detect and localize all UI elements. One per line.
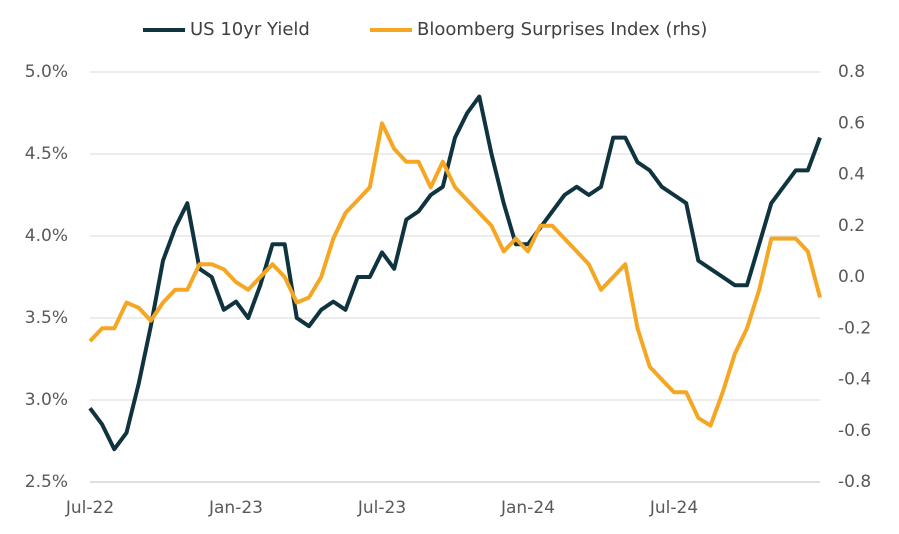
y2-tick-label: 0.4 [838, 165, 865, 185]
x-tick-label: Jul-22 [65, 498, 114, 518]
y2-tick-label: 0.8 [838, 62, 865, 82]
y-tick-label: 4.5% [25, 144, 68, 164]
legend-text: Bloomberg Surprises Index (rhs) [417, 19, 707, 40]
y-tick-label: 4.0% [25, 226, 68, 246]
x-tick-label: Jan-24 [500, 498, 555, 518]
y-tick-label: 3.5% [25, 308, 68, 328]
y2-tick-label: -0.8 [838, 472, 871, 492]
y-tick-label: 5.0% [25, 62, 68, 82]
y2-tick-label: -0.2 [838, 318, 871, 338]
y2-tick-label: 0.6 [838, 113, 865, 133]
y2-tick-label: -0.4 [838, 370, 871, 390]
y2-tick-label: 0.2 [838, 216, 865, 236]
legend-text: US 10yr Yield [190, 19, 310, 40]
x-tick-label: Jul-23 [357, 498, 406, 518]
x-tick-label: Jan-23 [208, 498, 263, 518]
y2-tick-label: 0.0 [838, 267, 865, 287]
y2-tick-label: -0.6 [838, 421, 871, 441]
x-tick-label: Jul-24 [649, 498, 698, 518]
y-tick-label: 3.0% [25, 390, 68, 410]
y-tick-label: 2.5% [25, 472, 68, 492]
series-line [88, 94, 822, 452]
series-line [88, 121, 822, 428]
